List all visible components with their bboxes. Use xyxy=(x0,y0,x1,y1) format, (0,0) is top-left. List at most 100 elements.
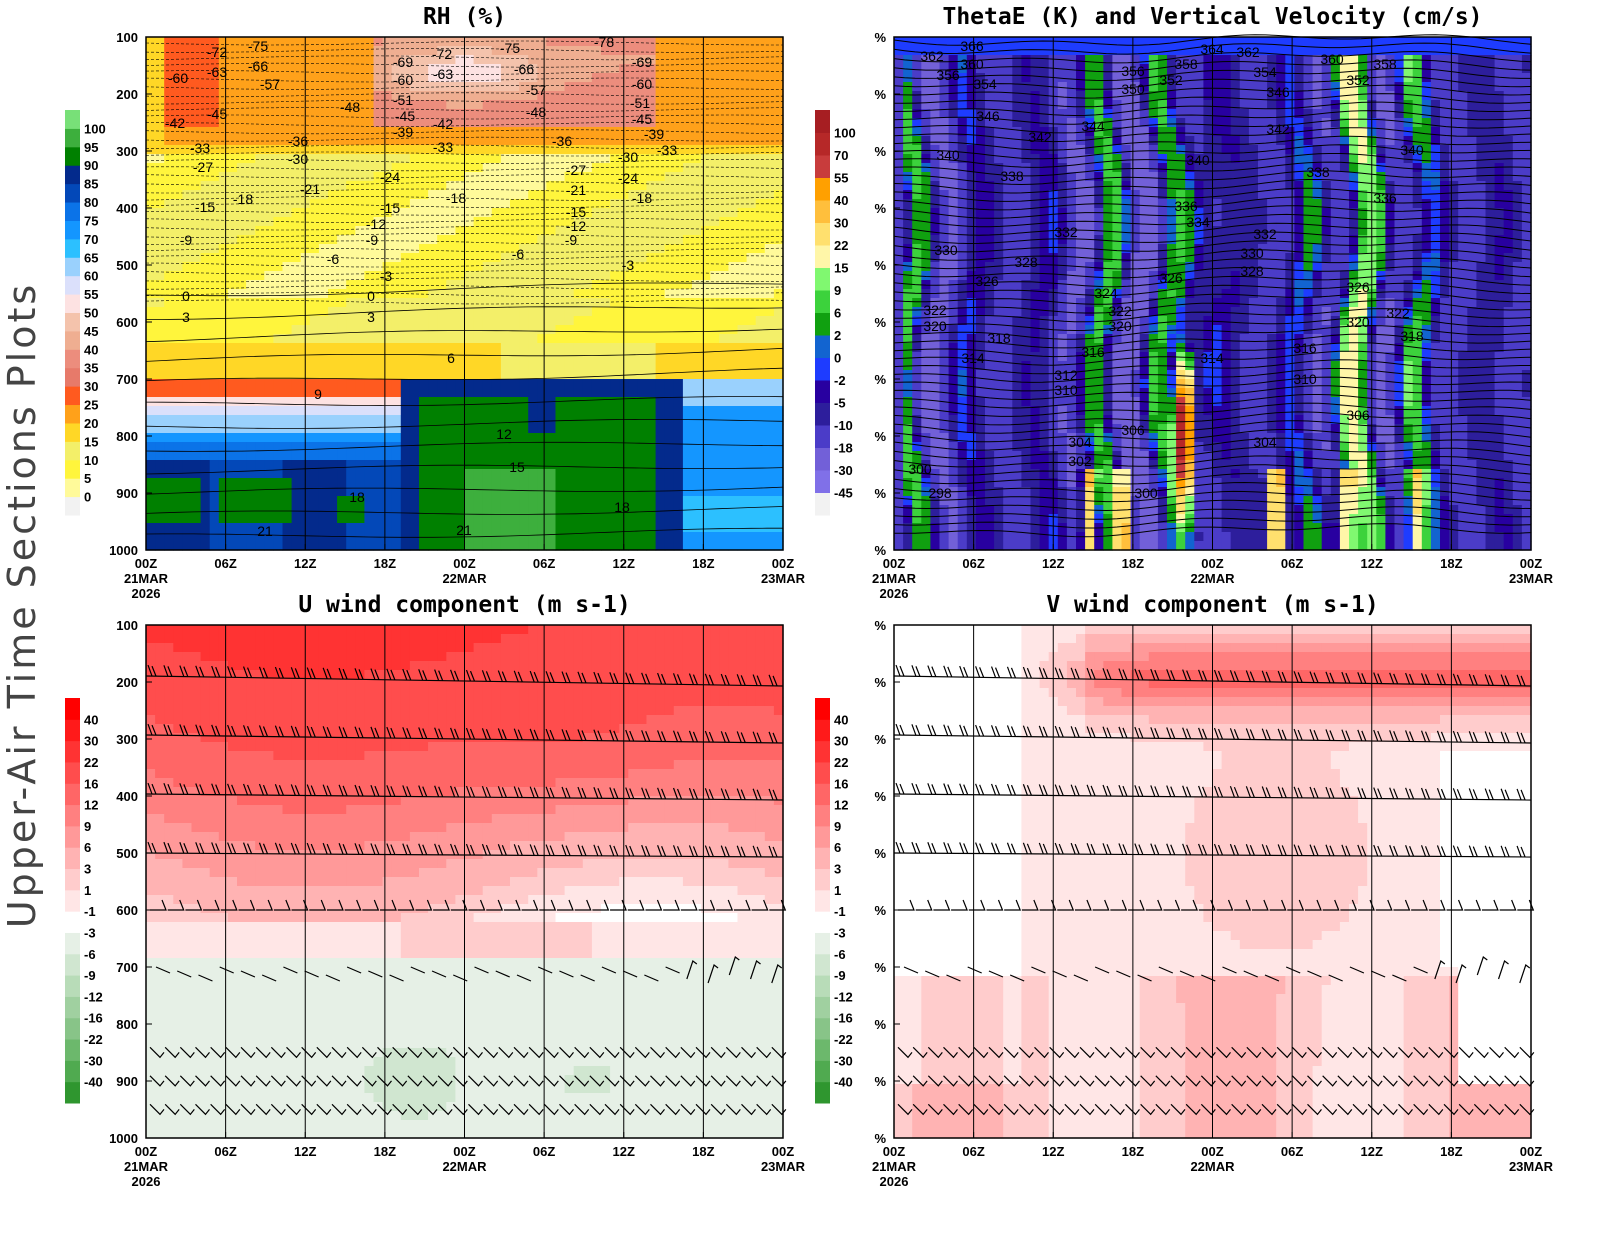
contour-fill-cell xyxy=(528,46,538,56)
contour-fill-cell xyxy=(201,442,211,452)
contour-fill-cell xyxy=(1058,100,1068,110)
contour-fill-cell xyxy=(692,469,702,479)
contour-fill-cell xyxy=(374,496,384,506)
contour-fill-cell xyxy=(292,262,302,272)
contour-fill-cell xyxy=(921,73,931,83)
contour-fill-cell xyxy=(337,415,347,425)
contour-fill-cell xyxy=(583,460,593,470)
contour-label: -51 xyxy=(393,92,413,108)
colorbar-label: 60 xyxy=(84,269,98,284)
contour-fill-cell xyxy=(774,514,784,524)
colorbar-box xyxy=(65,349,80,368)
contour-fill-cell xyxy=(637,433,647,443)
contour-fill-cell xyxy=(465,478,475,488)
contour-fill-cell xyxy=(912,136,922,146)
contour-fill-cell xyxy=(410,172,420,182)
colorbar-box xyxy=(65,165,80,184)
contour-fill-cell xyxy=(738,379,748,389)
contour-fill-cell xyxy=(146,73,156,83)
contour-fill-cell xyxy=(392,541,402,551)
contour-fill-cell xyxy=(228,361,238,371)
contour-fill-cell xyxy=(246,73,256,83)
contour-fill-cell xyxy=(155,190,165,200)
contour-fill-cell xyxy=(912,37,922,47)
contour-fill-cell xyxy=(173,523,183,533)
contour-fill-cell xyxy=(374,505,384,515)
contour-fill-cell xyxy=(182,541,192,551)
contour-fill-cell xyxy=(565,109,575,119)
contour-label: -21 xyxy=(300,181,320,197)
contour-fill-cell xyxy=(574,82,584,92)
contour-fill-cell xyxy=(510,109,520,119)
contour-fill-cell xyxy=(556,433,566,443)
contour-fill-cell xyxy=(410,352,420,362)
contour-fill-cell xyxy=(528,127,538,137)
contour-fill-cell xyxy=(355,343,365,353)
contour-fill-cell xyxy=(728,91,738,101)
contour-fill-cell xyxy=(465,379,475,389)
contour-fill-cell xyxy=(519,406,529,416)
contour-fill-cell xyxy=(510,406,520,416)
contour-fill-cell xyxy=(401,235,411,245)
contour-fill-cell xyxy=(519,271,529,281)
contour-fill-cell xyxy=(1012,118,1022,128)
contour-fill-cell xyxy=(428,352,438,362)
contour-fill-cell xyxy=(1385,46,1395,56)
contour-fill-cell xyxy=(738,109,748,119)
contour-fill-cell xyxy=(1058,82,1068,92)
contour-fill-cell xyxy=(283,352,293,362)
contour-fill-cell xyxy=(310,163,320,173)
contour-fill-cell xyxy=(273,469,283,479)
contour-label: 21 xyxy=(257,523,273,539)
contour-fill-cell xyxy=(528,397,538,407)
contour-fill-cell xyxy=(401,199,411,209)
contour-fill-cell xyxy=(419,352,429,362)
contour-fill-cell xyxy=(246,478,256,488)
contour-fill-cell xyxy=(355,37,365,47)
contour-fill-cell xyxy=(437,523,447,533)
contour-fill-cell xyxy=(592,343,602,353)
contour-fill-cell xyxy=(1476,82,1486,92)
contour-fill-cell xyxy=(264,307,274,317)
contour-fill-cell xyxy=(637,451,647,461)
contour-fill-cell xyxy=(692,199,702,209)
contour-fill-cell xyxy=(492,100,502,110)
contour-fill-cell xyxy=(283,532,293,542)
y-tick-label: 800 xyxy=(116,429,138,444)
contour-fill-cell xyxy=(958,82,968,92)
contour-fill-cell xyxy=(146,334,156,344)
contour-fill-cell xyxy=(264,289,274,299)
contour-fill-cell xyxy=(510,307,520,317)
contour-fill-cell xyxy=(1340,109,1350,119)
contour-fill-cell xyxy=(583,370,593,380)
contour-fill-cell xyxy=(465,271,475,281)
contour-fill-cell xyxy=(465,37,475,47)
contour-fill-cell xyxy=(537,487,547,497)
contour-fill-cell xyxy=(155,46,165,56)
contour-fill-cell xyxy=(519,397,529,407)
contour-fill-cell xyxy=(173,478,183,488)
contour-fill-cell xyxy=(483,514,493,524)
contour-fill-cell xyxy=(556,316,566,326)
contour-fill-cell xyxy=(192,514,202,524)
contour-fill-cell xyxy=(319,118,329,128)
contour-fill-cell xyxy=(656,190,666,200)
contour-fill-cell xyxy=(1522,100,1532,110)
contour-fill-cell xyxy=(292,451,302,461)
contour-fill-cell xyxy=(1203,91,1213,101)
contour-fill-cell xyxy=(401,370,411,380)
contour-fill-cell xyxy=(692,253,702,263)
contour-fill-cell xyxy=(374,289,384,299)
contour-fill-cell xyxy=(519,235,529,245)
contour-fill-cell xyxy=(1094,37,1104,47)
contour-fill-cell xyxy=(565,379,575,389)
contour-fill-cell xyxy=(182,163,192,173)
contour-fill-cell xyxy=(201,253,211,263)
contour-fill-cell xyxy=(601,181,611,191)
contour-fill-cell xyxy=(519,514,529,524)
contour-fill-cell xyxy=(683,424,693,434)
contour-fill-cell xyxy=(219,217,229,227)
contour-fill-cell xyxy=(719,127,729,137)
contour-fill-cell xyxy=(574,478,584,488)
contour-fill-cell xyxy=(674,433,684,443)
